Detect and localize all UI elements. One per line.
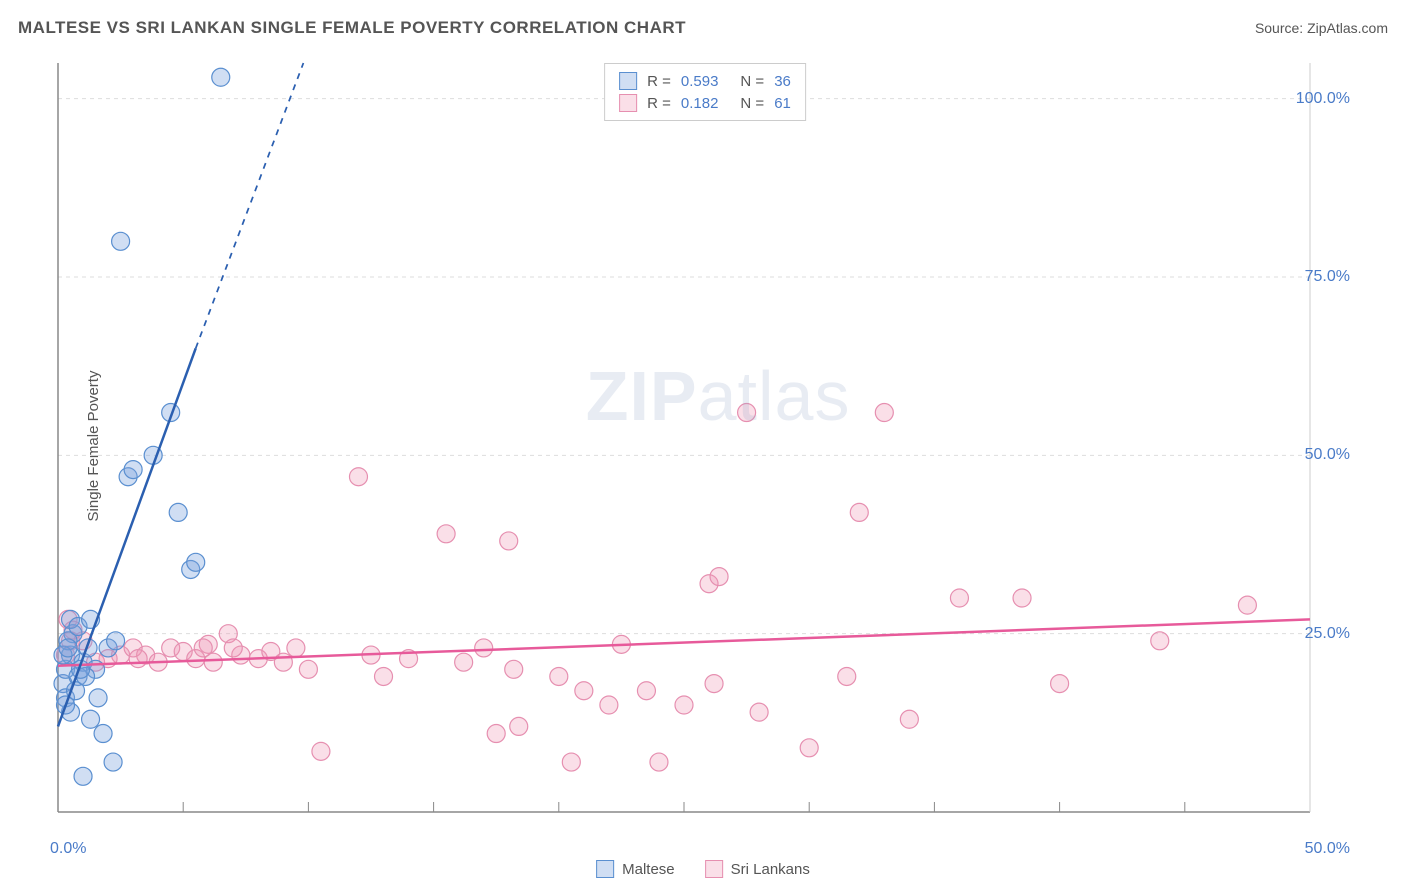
data-point (104, 753, 122, 771)
chart-title: MALTESE VS SRI LANKAN SINGLE FEMALE POVE… (18, 18, 686, 38)
data-point (94, 725, 112, 743)
bottom-legend: Maltese Sri Lankans (596, 860, 810, 878)
data-point (838, 667, 856, 685)
data-point (900, 710, 918, 728)
r-label: R = (647, 95, 671, 112)
data-point (212, 68, 230, 86)
data-point (74, 767, 92, 785)
trend-line-extension (196, 63, 304, 348)
data-point (600, 696, 618, 714)
scatter-plot (50, 55, 1360, 830)
n-value: 61 (774, 95, 791, 112)
data-point (550, 667, 568, 685)
y-tick-label: 100.0% (1296, 90, 1350, 108)
correlation-row: R = 0.182 N = 61 (619, 92, 791, 114)
legend-label: Sri Lankans (731, 861, 810, 878)
data-point (637, 682, 655, 700)
data-point (299, 660, 317, 678)
data-point (505, 660, 523, 678)
header: MALTESE VS SRI LANKAN SINGLE FEMALE POVE… (18, 18, 1388, 38)
data-point (475, 639, 493, 657)
data-point (1013, 589, 1031, 607)
data-point (738, 404, 756, 422)
data-point (1151, 632, 1169, 650)
data-point (89, 689, 107, 707)
y-tick-label: 25.0% (1305, 625, 1350, 643)
correlation-box: R = 0.593 N = 36 R = 0.182 N = 61 (604, 63, 806, 121)
data-point (312, 742, 330, 760)
data-point (950, 589, 968, 607)
source-credit: Source: ZipAtlas.com (1255, 20, 1388, 36)
correlation-row: R = 0.593 N = 36 (619, 70, 791, 92)
data-point (107, 632, 125, 650)
data-point (194, 639, 212, 657)
data-point (510, 717, 528, 735)
data-point (675, 696, 693, 714)
n-value: 36 (774, 73, 791, 90)
data-point (287, 639, 305, 657)
data-point (59, 639, 77, 657)
legend-item: Sri Lankans (705, 860, 810, 878)
data-point (124, 461, 142, 479)
data-point (1238, 596, 1256, 614)
data-point (274, 653, 292, 671)
n-label: N = (740, 73, 764, 90)
chart-area: ZIPatlas R =0.593N =36R =0.182N =61 25.0… (50, 55, 1360, 830)
legend-swatch (619, 94, 637, 112)
legend-swatch (596, 860, 614, 878)
data-point (112, 232, 130, 250)
data-point (82, 710, 100, 728)
data-point (169, 503, 187, 521)
data-point (705, 675, 723, 693)
data-point (850, 503, 868, 521)
trend-line (58, 619, 1310, 665)
y-tick-label: 50.0% (1305, 446, 1350, 464)
data-point (875, 404, 893, 422)
n-label: N = (740, 95, 764, 112)
data-point (750, 703, 768, 721)
data-point (500, 532, 518, 550)
legend-item: Maltese (596, 860, 675, 878)
x-tick-min: 0.0% (50, 840, 86, 858)
data-point (575, 682, 593, 700)
data-point (187, 553, 205, 571)
data-point (710, 568, 728, 586)
data-point (1051, 675, 1069, 693)
legend-label: Maltese (622, 861, 675, 878)
trend-line (58, 348, 196, 726)
r-label: R = (647, 73, 671, 90)
legend-swatch (705, 860, 723, 878)
r-value: 0.182 (681, 95, 719, 112)
data-point (437, 525, 455, 543)
data-point (800, 739, 818, 757)
data-point (224, 639, 242, 657)
legend-swatch (619, 72, 637, 90)
data-point (349, 468, 367, 486)
x-tick-max: 50.0% (1305, 840, 1350, 858)
data-point (375, 667, 393, 685)
y-tick-label: 75.0% (1305, 268, 1350, 286)
data-point (487, 725, 505, 743)
data-point (455, 653, 473, 671)
data-point (650, 753, 668, 771)
data-point (129, 650, 147, 668)
data-point (562, 753, 580, 771)
r-value: 0.593 (681, 73, 719, 90)
